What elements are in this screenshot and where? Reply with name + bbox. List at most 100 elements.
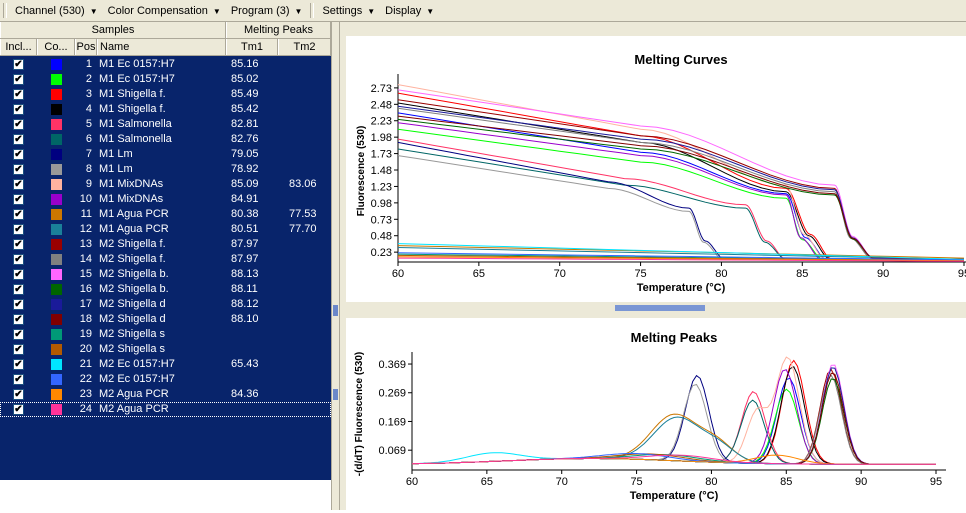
- color-swatch[interactable]: [51, 359, 62, 370]
- vertical-splitter[interactable]: [331, 22, 340, 510]
- color-swatch[interactable]: [51, 179, 62, 190]
- include-checkbox[interactable]: ✔: [13, 194, 24, 205]
- color-swatch[interactable]: [51, 119, 62, 130]
- include-checkbox[interactable]: ✔: [13, 119, 24, 130]
- column-header-color[interactable]: Co...: [37, 39, 75, 55]
- include-checkbox[interactable]: ✔: [13, 359, 24, 370]
- table-row[interactable]: ✔ 16 M2 Shigella b. 88.11: [0, 282, 331, 297]
- table-row[interactable]: ✔ 1 M1 Ec 0157:H7 85.16: [0, 57, 331, 72]
- sample-name: M1 MixDNAs: [99, 178, 164, 190]
- include-checkbox[interactable]: ✔: [13, 299, 24, 310]
- color-swatch[interactable]: [51, 269, 62, 280]
- column-header-name[interactable]: Name: [97, 39, 226, 55]
- table-row[interactable]: ✔ 3 M1 Shigella f. 85.49: [0, 87, 331, 102]
- sample-name: M2 Shigella b.: [99, 268, 169, 280]
- column-header-tm2[interactable]: Tm2: [278, 39, 331, 55]
- color-swatch[interactable]: [51, 104, 62, 115]
- include-checkbox[interactable]: ✔: [13, 389, 24, 400]
- splitter-arrow-icon[interactable]: [333, 389, 338, 400]
- color-swatch[interactable]: [51, 194, 62, 205]
- color-compensation-menu[interactable]: Color Compensation ▼: [103, 5, 226, 17]
- table-row[interactable]: ✔ 7 M1 Lm 79.05: [0, 147, 331, 162]
- splitter-arrow-icon[interactable]: [333, 305, 338, 316]
- splitter-handle[interactable]: [615, 305, 705, 311]
- include-checkbox[interactable]: ✔: [13, 134, 24, 145]
- include-checkbox[interactable]: ✔: [13, 314, 24, 325]
- column-header-incl[interactable]: Incl...: [0, 39, 37, 55]
- table-row[interactable]: ✔ 9 M1 MixDNAs 85.09 83.06: [0, 177, 331, 192]
- include-checkbox[interactable]: ✔: [13, 329, 24, 340]
- color-swatch[interactable]: [51, 344, 62, 355]
- table-row[interactable]: ✔ 23 M2 Agua PCR 84.36: [0, 387, 331, 402]
- table-row[interactable]: ✔ 2 M1 Ec 0157:H7 85.02: [0, 72, 331, 87]
- color-swatch[interactable]: [51, 134, 62, 145]
- display-menu[interactable]: Display ▼: [380, 5, 439, 17]
- table-row[interactable]: ✔ 8 M1 Lm 78.92: [0, 162, 331, 177]
- sample-name: M1 Ec 0157:H7: [99, 73, 175, 85]
- program-menu[interactable]: Program (3) ▼: [226, 5, 308, 17]
- include-checkbox[interactable]: ✔: [13, 149, 24, 160]
- sample-position: 1: [85, 58, 92, 70]
- color-swatch[interactable]: [51, 299, 62, 310]
- table-row[interactable]: ✔ 4 M1 Shigella f. 85.42: [0, 102, 331, 117]
- color-swatch[interactable]: [51, 284, 62, 295]
- table-row[interactable]: ✔ 19 M2 Shigella s: [0, 327, 331, 342]
- include-checkbox[interactable]: ✔: [13, 74, 24, 85]
- include-checkbox[interactable]: ✔: [13, 104, 24, 115]
- sample-position: 13: [79, 238, 92, 250]
- sample-position: 23: [79, 388, 92, 400]
- color-swatch[interactable]: [51, 74, 62, 85]
- sample-name: M1 Agua PCR: [99, 208, 169, 220]
- color-swatch[interactable]: [51, 254, 62, 265]
- include-checkbox[interactable]: ✔: [13, 404, 24, 415]
- table-row[interactable]: ✔ 21 M2 Ec 0157:H7 65.43: [0, 357, 331, 372]
- include-checkbox[interactable]: ✔: [13, 209, 24, 220]
- samples-group-header[interactable]: Samples: [0, 22, 226, 38]
- color-swatch[interactable]: [51, 374, 62, 385]
- table-row[interactable]: ✔ 10 M1 MixDNAs 84.91: [0, 192, 331, 207]
- color-swatch[interactable]: [51, 164, 62, 175]
- include-checkbox[interactable]: ✔: [13, 269, 24, 280]
- settings-menu[interactable]: Settings ▼: [317, 5, 380, 17]
- melting-peaks-group-header[interactable]: Melting Peaks: [226, 22, 331, 38]
- color-swatch[interactable]: [51, 404, 62, 415]
- include-checkbox[interactable]: ✔: [13, 224, 24, 235]
- x-tick-label: 60: [406, 476, 418, 488]
- color-swatch[interactable]: [51, 314, 62, 325]
- table-row[interactable]: ✔ 5 M1 Salmonella 82.81: [0, 117, 331, 132]
- include-checkbox[interactable]: ✔: [13, 254, 24, 265]
- include-checkbox[interactable]: ✔: [13, 179, 24, 190]
- sample-position: 7: [85, 148, 92, 160]
- include-checkbox[interactable]: ✔: [13, 59, 24, 70]
- column-header-tm1[interactable]: Tm1: [226, 39, 278, 55]
- table-row[interactable]: ✔ 22 M2 Ec 0157:H7: [0, 372, 331, 387]
- table-row[interactable]: ✔ 15 M2 Shigella b. 88.13: [0, 267, 331, 282]
- color-swatch[interactable]: [51, 329, 62, 340]
- color-swatch[interactable]: [51, 209, 62, 220]
- table-row[interactable]: ✔ 17 M2 Shigella d 88.12: [0, 297, 331, 312]
- color-swatch[interactable]: [51, 149, 62, 160]
- include-checkbox[interactable]: ✔: [13, 284, 24, 295]
- table-row[interactable]: ✔ 13 M2 Shigella f. 87.97: [0, 237, 331, 252]
- color-swatch[interactable]: [51, 239, 62, 250]
- column-header-pos[interactable]: Pos: [75, 39, 97, 55]
- sample-position: 5: [85, 118, 92, 130]
- table-row[interactable]: ✔ 11 M1 Agua PCR 80.38 77.53: [0, 207, 331, 222]
- include-checkbox[interactable]: ✔: [13, 374, 24, 385]
- color-swatch[interactable]: [51, 89, 62, 100]
- table-row[interactable]: ✔ 6 M1 Salmonella 82.76: [0, 132, 331, 147]
- include-checkbox[interactable]: ✔: [13, 344, 24, 355]
- table-row[interactable]: ✔ 12 M1 Agua PCR 80.51 77.70: [0, 222, 331, 237]
- include-checkbox[interactable]: ✔: [13, 89, 24, 100]
- channel-menu[interactable]: Channel (530) ▼: [10, 5, 103, 17]
- table-row[interactable]: ✔ 18 M2 Shigella d 88.10: [0, 312, 331, 327]
- table-row[interactable]: ✔ 20 M2 Shigella s: [0, 342, 331, 357]
- color-swatch[interactable]: [51, 59, 62, 70]
- color-swatch[interactable]: [51, 224, 62, 235]
- tm1-value: 88.12: [231, 298, 259, 310]
- table-row[interactable]: ✔ 14 M2 Shigella f. 87.97: [0, 252, 331, 267]
- include-checkbox[interactable]: ✔: [13, 239, 24, 250]
- color-swatch[interactable]: [51, 389, 62, 400]
- include-checkbox[interactable]: ✔: [13, 164, 24, 175]
- table-row[interactable]: ✔ 24 M2 Agua PCR: [0, 402, 331, 417]
